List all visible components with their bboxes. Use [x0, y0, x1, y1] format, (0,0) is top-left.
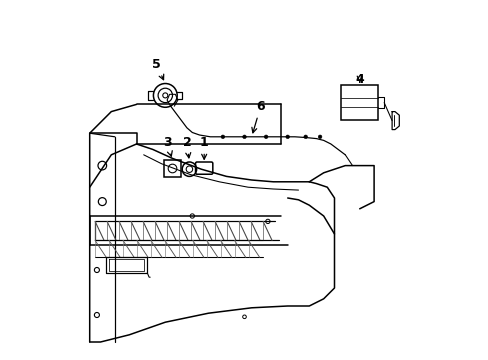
Bar	[340, 85, 378, 120]
Circle shape	[318, 135, 321, 139]
Text: 6: 6	[251, 100, 264, 133]
Circle shape	[242, 135, 246, 139]
Text: 5: 5	[152, 58, 163, 80]
Circle shape	[303, 135, 307, 139]
Bar	[164, 160, 181, 177]
Circle shape	[221, 135, 224, 139]
Text: 3: 3	[163, 136, 172, 156]
Circle shape	[285, 135, 289, 139]
Text: 1: 1	[200, 136, 208, 159]
Circle shape	[264, 135, 267, 139]
Text: 4: 4	[355, 73, 364, 86]
Text: 2: 2	[182, 136, 191, 158]
